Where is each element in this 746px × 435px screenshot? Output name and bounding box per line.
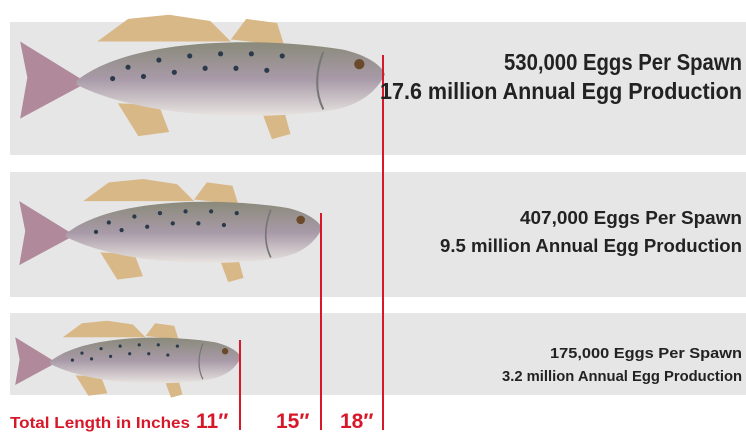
length-tick: 15″ — [276, 410, 309, 433]
infographic: 530,000 Eggs Per Spawn 17.6 million Annu… — [0, 0, 746, 435]
annual-production: 3.2 million Annual Egg Production — [502, 368, 742, 385]
length-tick: 11″ — [196, 410, 228, 433]
length-tick: 18″ — [340, 410, 373, 433]
annual-production: 17.6 million Annual Egg Production — [380, 78, 742, 104]
eggs-per-spawn: 407,000 Eggs Per Spawn — [520, 208, 742, 228]
annual-production: 9.5 million Annual Egg Production — [440, 236, 742, 256]
eggs-per-spawn: 530,000 Eggs Per Spawn — [504, 49, 742, 75]
length-axis-label: Total Length in Inches — [10, 415, 190, 432]
eggs-per-spawn: 175,000 Eggs Per Spawn — [550, 345, 742, 362]
